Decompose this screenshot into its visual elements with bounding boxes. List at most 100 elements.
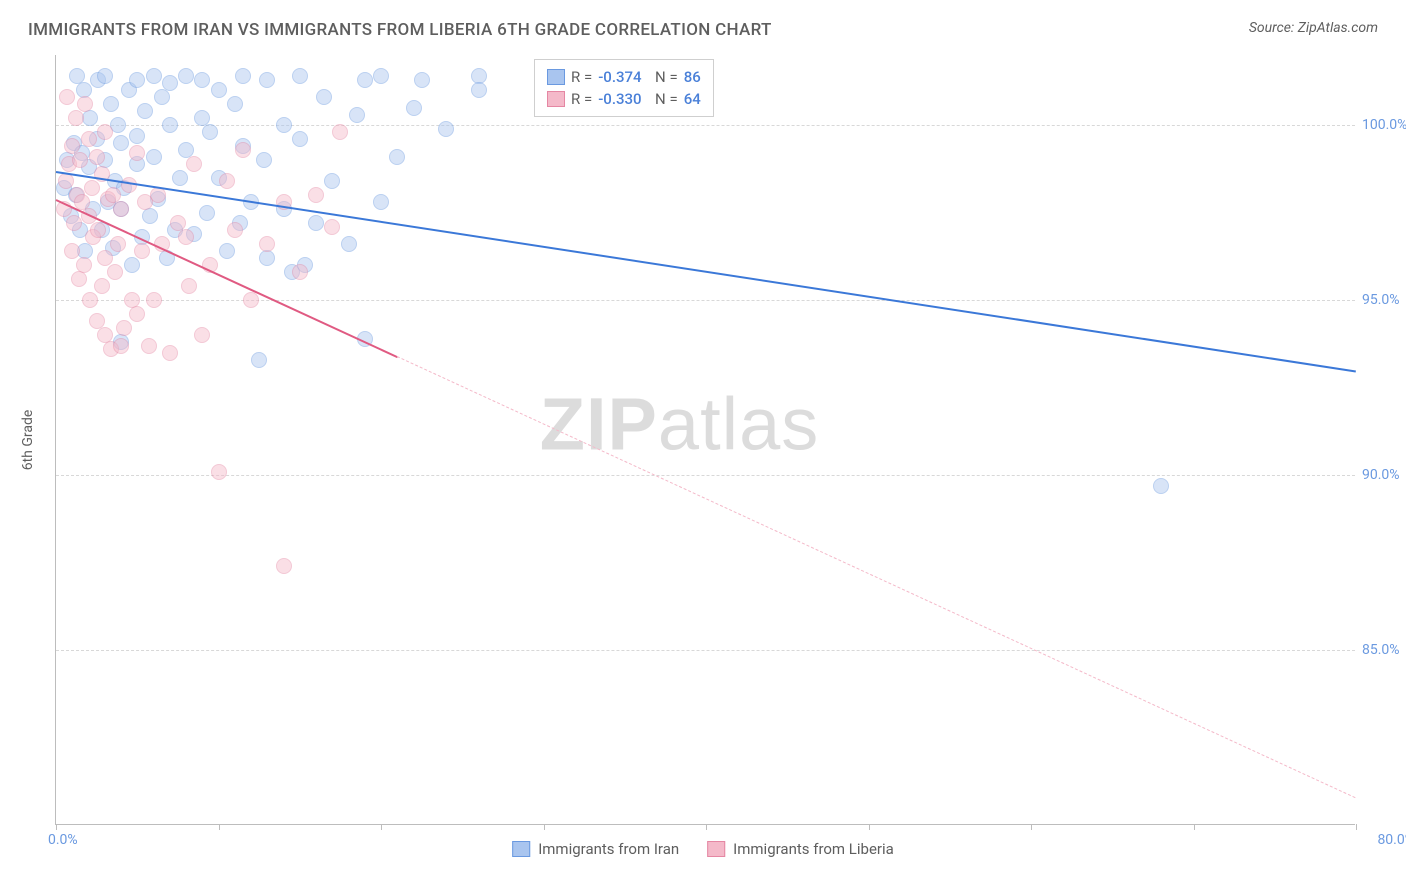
data-point [251,352,267,368]
data-point [219,173,235,189]
legend-item: Immigrants from Iran [512,840,679,858]
stat-r-value: -0.374 [598,68,641,86]
data-point [235,68,251,84]
x-tick [56,824,57,830]
data-point [178,68,194,84]
stat-n-label: N = [648,90,678,108]
x-tick [1194,824,1195,830]
data-point [162,345,178,361]
data-point [211,464,227,480]
data-point [438,121,454,137]
x-tick [381,824,382,830]
data-point [84,180,100,196]
data-point [243,292,259,308]
stat-n-value: 86 [684,68,701,86]
data-point [414,72,430,88]
data-point [97,250,113,266]
gridline [56,125,1355,126]
x-min-label: 0.0% [48,832,78,848]
x-max-label: 80.0% [1377,832,1406,848]
data-point [89,149,105,165]
data-point [227,222,243,238]
data-point [276,558,292,574]
scatter-plot: ZIPatlas 0.0% 80.0% 100.0%95.0%90.0%85.0… [55,55,1355,825]
data-point [113,338,129,354]
data-point [178,229,194,245]
x-tick [706,824,707,830]
data-point [110,236,126,252]
data-point [219,243,235,259]
data-point [194,327,210,343]
data-point [324,219,340,235]
stat-r-label: R = [571,90,592,108]
legend-series-name: Immigrants from Liberia [733,840,894,858]
data-point [129,72,145,88]
data-point [142,208,158,224]
x-tick [219,824,220,830]
data-point [81,131,97,147]
legend-stats: R = -0.374 N = 86 R = -0.330 N = 64 [534,59,714,117]
source-label: Source: ZipAtlas.com [1249,20,1378,36]
y-axis-label: 6th Grade [20,410,36,471]
data-point [292,131,308,147]
data-point [137,103,153,119]
data-point [72,152,88,168]
data-point [68,110,84,126]
data-point [211,82,227,98]
data-point [172,170,188,186]
data-point [141,338,157,354]
gridline [56,475,1355,476]
data-point [259,250,275,266]
data-point [97,68,113,84]
x-tick [869,824,870,830]
data-point [227,96,243,112]
stat-r-value: -0.330 [598,90,641,108]
x-tick [1356,824,1357,830]
data-point [308,187,324,203]
data-point [146,292,162,308]
data-point [389,149,405,165]
data-point [373,68,389,84]
data-point [357,72,373,88]
data-point [76,257,92,273]
data-point [199,205,215,221]
y-tick-label: 90.0% [1362,467,1406,483]
chart-title: IMMIGRANTS FROM IRAN VS IMMIGRANTS FROM … [28,20,772,40]
stat-n-label: N = [648,68,678,86]
data-point [202,124,218,140]
data-point [113,135,129,151]
data-point [256,152,272,168]
data-point [471,82,487,98]
data-point [146,68,162,84]
data-point [146,149,162,165]
legend-stats-row: R = -0.330 N = 64 [547,88,701,110]
data-point [77,96,93,112]
data-point [134,243,150,259]
data-point [116,320,132,336]
data-point [276,117,292,133]
stat-r-label: R = [571,68,592,86]
data-point [235,142,251,158]
gridline [56,650,1355,651]
data-point [292,68,308,84]
stat-n-value: 64 [684,90,701,108]
data-point [129,128,145,144]
data-point [129,306,145,322]
data-point [259,72,275,88]
legend-swatch [707,841,725,857]
data-point [316,89,332,105]
data-point [162,117,178,133]
data-point [162,75,178,91]
legend-stats-row: R = -0.374 N = 86 [547,66,701,88]
y-tick-label: 100.0% [1362,117,1406,133]
data-point [292,264,308,280]
data-point [90,222,106,238]
data-point [82,292,98,308]
data-point [406,100,422,116]
legend-item: Immigrants from Liberia [707,840,894,858]
x-tick [544,824,545,830]
data-point [124,257,140,273]
data-point [324,173,340,189]
legend-swatch [547,69,565,85]
data-point [66,215,82,231]
